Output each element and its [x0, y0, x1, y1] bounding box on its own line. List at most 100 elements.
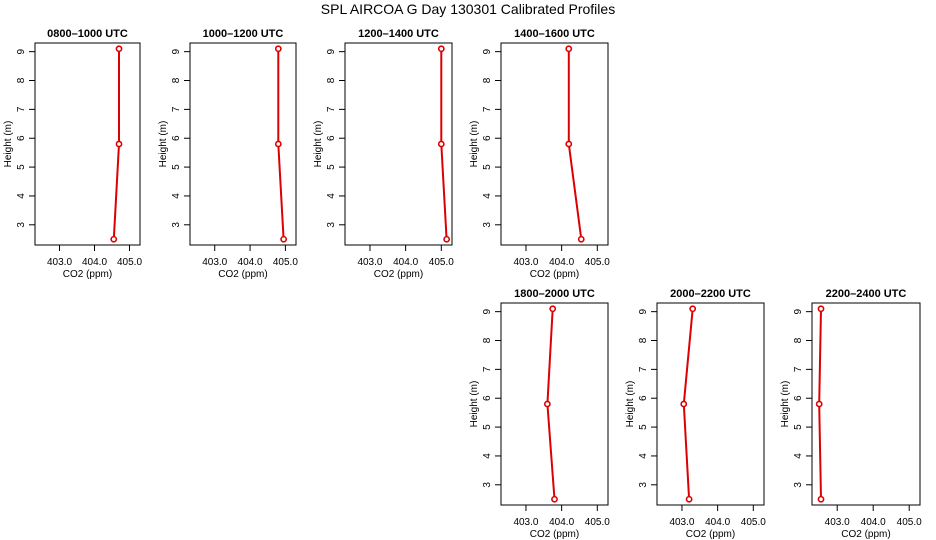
x-axis-label: CO2 (ppm) [841, 529, 890, 540]
chart-panel: 2000–2200 UTC 403.0 404.0 405.0 3 4 5 6 7 8 9 CO2 (… [625, 288, 766, 540]
y-tick-label: 4 [326, 193, 337, 199]
y-tick-label: 4 [793, 453, 804, 459]
plot-frame [189, 42, 297, 246]
panel-title: 1200–1400 UTC [358, 28, 439, 40]
panel-title: 1400–1600 UTC [514, 28, 595, 40]
y-axis-label: Height (m) [469, 381, 480, 428]
data-point [815, 400, 823, 408]
y-tick-label: 7 [793, 366, 804, 372]
x-tick-label: 404.0 [393, 257, 418, 268]
y-tick-label: 5 [482, 164, 493, 170]
data-point [551, 495, 558, 503]
x-axis-label: CO2 (ppm) [530, 529, 579, 540]
data-point [817, 495, 825, 503]
plot-frame [500, 42, 609, 246]
data-point [817, 305, 825, 313]
plot-frame [344, 42, 453, 246]
chart-panel: 1200–1400 UTC 403.0 404.0 405.0 3 4 5 6 7 8 9 CO2 (… [313, 28, 454, 280]
y-tick-label: 6 [326, 135, 337, 141]
x-tick-label: 403.0 [357, 257, 382, 268]
plot-frame [500, 302, 609, 506]
y-tick-label: 4 [482, 193, 493, 199]
x-axis-label: CO2 (ppm) [530, 269, 579, 280]
x-axis-label: CO2 (ppm) [686, 529, 735, 540]
y-tick-label: 6 [638, 395, 649, 401]
chart-panel: 0800–1000 UTC 403.0 404.0 405.0 3 4 5 6 7 8 9 CO2 (… [3, 28, 142, 280]
x-tick-label: 403.0 [513, 517, 538, 528]
y-tick-label: 6 [16, 135, 27, 141]
y-tick-label: 9 [326, 48, 337, 54]
y-tick-label: 9 [793, 308, 804, 314]
y-tick-label: 7 [482, 106, 493, 112]
y-tick-label: 8 [16, 77, 27, 83]
plot-frame [34, 42, 141, 246]
data-point [689, 305, 697, 313]
y-tick-label: 3 [16, 222, 27, 228]
y-tick-label: 6 [171, 135, 182, 141]
data-point [115, 140, 123, 148]
y-tick-label: 8 [638, 337, 649, 343]
y-tick-label: 8 [482, 337, 493, 343]
x-tick-label: 403.0 [513, 257, 538, 268]
x-axis-label: CO2 (ppm) [218, 269, 267, 280]
data-point [437, 45, 445, 53]
y-tick-label: 6 [482, 395, 493, 401]
x-tick-label: 404.0 [238, 257, 263, 268]
y-tick-label: 7 [482, 366, 493, 372]
y-tick-label: 5 [482, 424, 493, 430]
panel-title: 2200–2400 UTC [826, 288, 907, 300]
x-tick-label: 404.0 [549, 257, 574, 268]
y-axis-label: Height (m) [780, 381, 791, 428]
y-tick-label: 5 [171, 164, 182, 170]
data-point [565, 140, 573, 148]
y-tick-label: 3 [482, 222, 493, 228]
data-point [437, 140, 445, 148]
data-point [565, 45, 573, 53]
y-axis-label: Height (m) [469, 121, 480, 168]
data-point [110, 235, 118, 243]
plot-frame [656, 302, 765, 506]
x-tick-label: 403.0 [47, 257, 72, 268]
y-tick-label: 5 [793, 424, 804, 430]
plot-frame [811, 302, 921, 506]
data-point [549, 305, 557, 313]
chart-panel: 1400–1600 UTC 403.0 404.0 405.0 3 4 5 6 7 8 9 CO2 (… [469, 28, 610, 280]
chart-panel: 2200–2400 UTC 403.0 404.0 405.0 3 4 5 6 7 8 9 CO2 (… [780, 288, 922, 540]
panel-title: 1800–2000 UTC [514, 288, 595, 300]
x-tick-label: 405.0 [741, 517, 766, 528]
data-point [274, 45, 282, 53]
x-axis-label: CO2 (ppm) [374, 269, 423, 280]
x-tick-label: 404.0 [705, 517, 730, 528]
y-tick-label: 7 [638, 366, 649, 372]
y-tick-label: 4 [16, 193, 27, 199]
y-axis-label: Height (m) [625, 381, 636, 428]
y-tick-label: 6 [793, 395, 804, 401]
y-tick-label: 3 [171, 222, 182, 228]
y-tick-label: 7 [16, 106, 27, 112]
data-point [577, 235, 585, 243]
x-tick-label: 403.0 [202, 257, 227, 268]
y-tick-label: 8 [171, 77, 182, 83]
y-tick-label: 5 [326, 164, 337, 170]
x-tick-label: 404.0 [549, 517, 574, 528]
y-tick-label: 7 [171, 106, 182, 112]
x-tick-label: 403.0 [669, 517, 694, 528]
x-tick-label: 405.0 [117, 257, 142, 268]
data-point [280, 235, 288, 243]
panel-title: 2000–2200 UTC [670, 288, 751, 300]
data-point [443, 235, 451, 243]
y-tick-label: 4 [171, 193, 182, 199]
panel-title: 1000–1200 UTC [203, 28, 284, 40]
y-tick-label: 8 [793, 337, 804, 343]
data-point [274, 140, 282, 148]
data-point [543, 400, 551, 408]
x-tick-label: 405.0 [273, 257, 298, 268]
data-point [685, 495, 693, 503]
chart-panel: 1000–1200 UTC 403.0 404.0 405.0 3 4 5 6 7 8 9 CO2 (… [158, 28, 298, 280]
panels: 0800–1000 UTC 403.0 404.0 405.0 3 4 5 6 7 8 9 CO2 (… [3, 28, 922, 540]
y-tick-label: 4 [482, 453, 493, 459]
x-axis-label: CO2 (ppm) [63, 269, 112, 280]
x-tick-label: 404.0 [861, 517, 886, 528]
y-tick-label: 3 [638, 482, 649, 488]
